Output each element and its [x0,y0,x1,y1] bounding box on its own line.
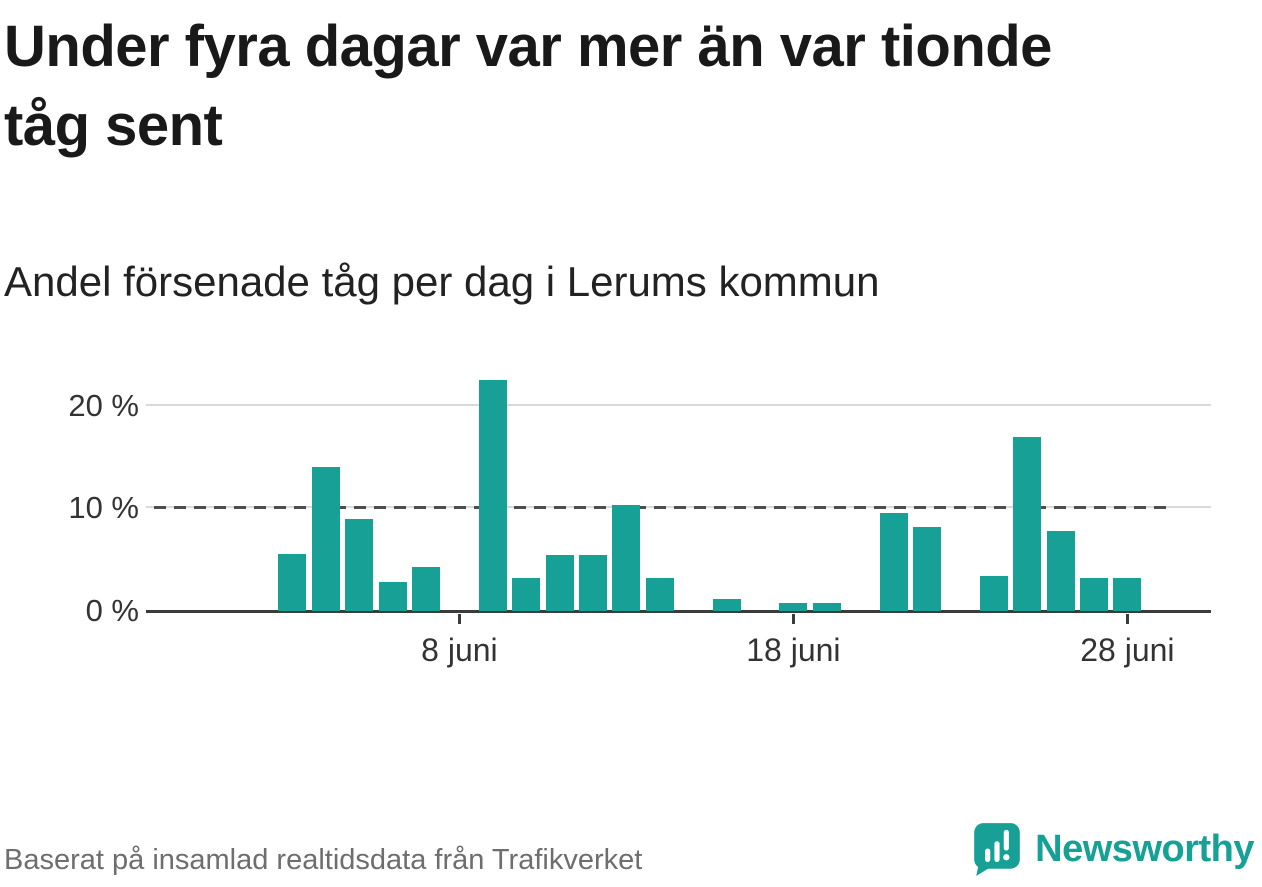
bar-13-juni [612,505,641,611]
bar-21-juni [879,513,908,611]
bar-25-juni [1013,436,1042,611]
chart-page: Under fyra dagar var mer än var tionde t… [0,8,1262,887]
bar-4-juni [311,467,340,611]
x-axis-line [146,609,1211,613]
x-axis-tick-label: 8 juni [421,631,498,668]
chart-subtitle: Andel försenade tåg per dag i Lerums kom… [4,257,880,305]
bar-11-juni [545,555,574,611]
x-axis-tick-label: 28 juni [1080,631,1175,668]
x-axis-tick [1125,613,1129,624]
y-axis-tick-label: 0 % [85,592,139,628]
bar-9-juni [478,380,507,611]
newsworthy-logo-icon [974,823,1020,876]
chart-footer: Baserat på insamlad realtidsdata från Tr… [4,821,1254,877]
plot-area [146,366,1211,624]
y-axis-tick-label: 10 % [68,490,139,526]
bar-22-juni [913,526,941,611]
bar-3-juni [278,554,307,611]
bar-5-juni [345,518,374,611]
bar-27-juni [1080,577,1108,611]
x-axis-tick [457,613,461,624]
bar-10-juni [512,577,541,611]
bar-24-juni [979,575,1008,611]
y-axis-tick-label: 20 % [68,387,139,423]
x-axis-tick [791,613,795,624]
chart-title: Under fyra dagar var mer än var tionde t… [4,14,1052,158]
bar-12-juni [579,555,607,611]
bar-16-juni [712,599,741,611]
newsworthy-logo-text: Newsworthy [1035,827,1254,870]
bar-26-juni [1046,530,1075,611]
bar-19-juni [812,602,841,611]
source-note: Baserat på insamlad realtidsdata från Tr… [4,844,643,876]
bar-chart: 0 % 10 % 20 % 8 juni 18 juni 28 juni [4,366,1258,668]
gridline-20 [146,403,1211,406]
bar-7-juni [412,566,440,611]
newsworthy-logo: Newsworthy [971,821,1254,877]
bar-14-juni [645,577,674,611]
x-axis-tick-label: 18 juni [746,631,841,668]
bar-6-juni [378,582,407,611]
bar-28-juni [1113,577,1142,611]
bar-18-juni [779,602,808,611]
reference-line-10pct [154,506,1166,510]
